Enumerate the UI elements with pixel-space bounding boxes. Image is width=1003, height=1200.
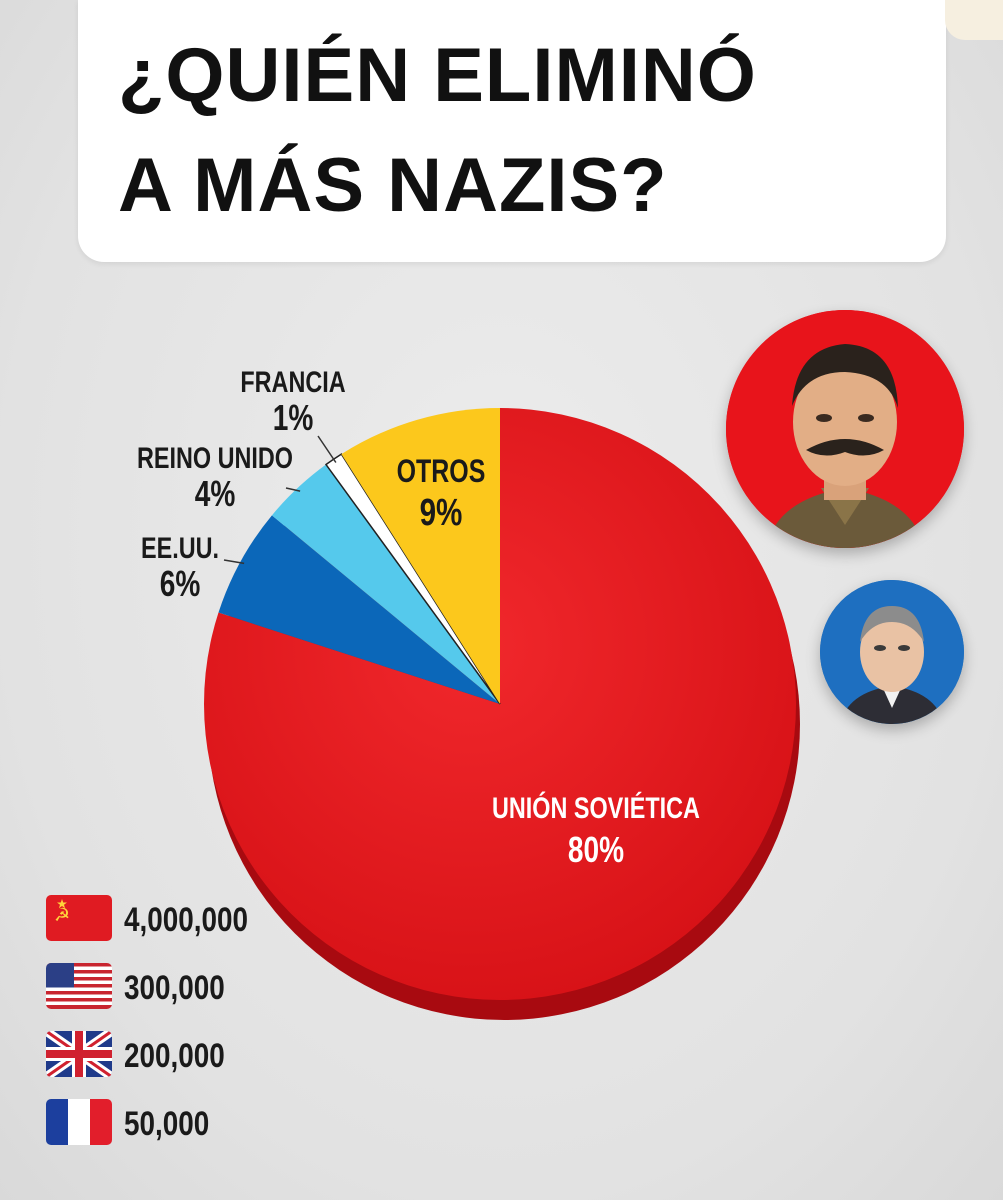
soviet-flag-icon: ☭	[46, 895, 112, 941]
svg-text:☭: ☭	[54, 905, 70, 926]
uk-flag-icon	[46, 1031, 112, 1077]
slice-name-ee-uu-: EE.UU.	[141, 531, 219, 564]
roosevelt-portrait	[820, 580, 964, 724]
slice-percent-uni-n-sovi-tica: 80%	[568, 830, 624, 870]
title-line-2: A MÁS NAZIS?	[118, 143, 668, 228]
slice-name-otros: OTROS	[397, 454, 486, 490]
pie-leaders	[223, 435, 337, 565]
pie-slice-reino-unido	[271, 464, 500, 704]
leader-line-3	[317, 435, 337, 463]
corner-accent	[945, 0, 1003, 40]
leader-line-2	[285, 487, 301, 492]
slice-name-uni-n-sovi-tica: UNIÓN SOVIÉTICA	[492, 790, 700, 825]
usa-flag-icon	[46, 963, 112, 1009]
pie-slices	[204, 408, 797, 1000]
pie-slice-otros	[341, 408, 500, 704]
france-flag-icon	[46, 1099, 112, 1145]
pie-slice-ee-uu-	[218, 515, 500, 704]
legend-value-soviet: 4,000,000	[124, 901, 249, 939]
slice-percent-ee-uu-: 6%	[160, 564, 201, 604]
stalin-portrait	[726, 310, 964, 548]
slice-percent-francia: 1%	[273, 398, 314, 438]
title-line-1: ¿QUIÉN ELIMINÓ	[118, 33, 757, 118]
slice-percent-reino-unido: 4%	[195, 474, 236, 514]
leader-line-1	[223, 559, 245, 565]
slice-name-francia: FRANCIA	[240, 365, 345, 398]
title-card: ¿QUIÉN ELIMINÓ A MÁS NAZIS?	[78, 0, 946, 262]
slice-name-reino-unido: REINO UNIDO	[137, 441, 293, 474]
legend-value-usa: 300,000	[124, 969, 225, 1007]
legend-value-uk: 200,000	[124, 1037, 225, 1075]
legend-value-france: 50,000	[124, 1105, 210, 1143]
slice-percent-otros: 9%	[420, 492, 463, 534]
